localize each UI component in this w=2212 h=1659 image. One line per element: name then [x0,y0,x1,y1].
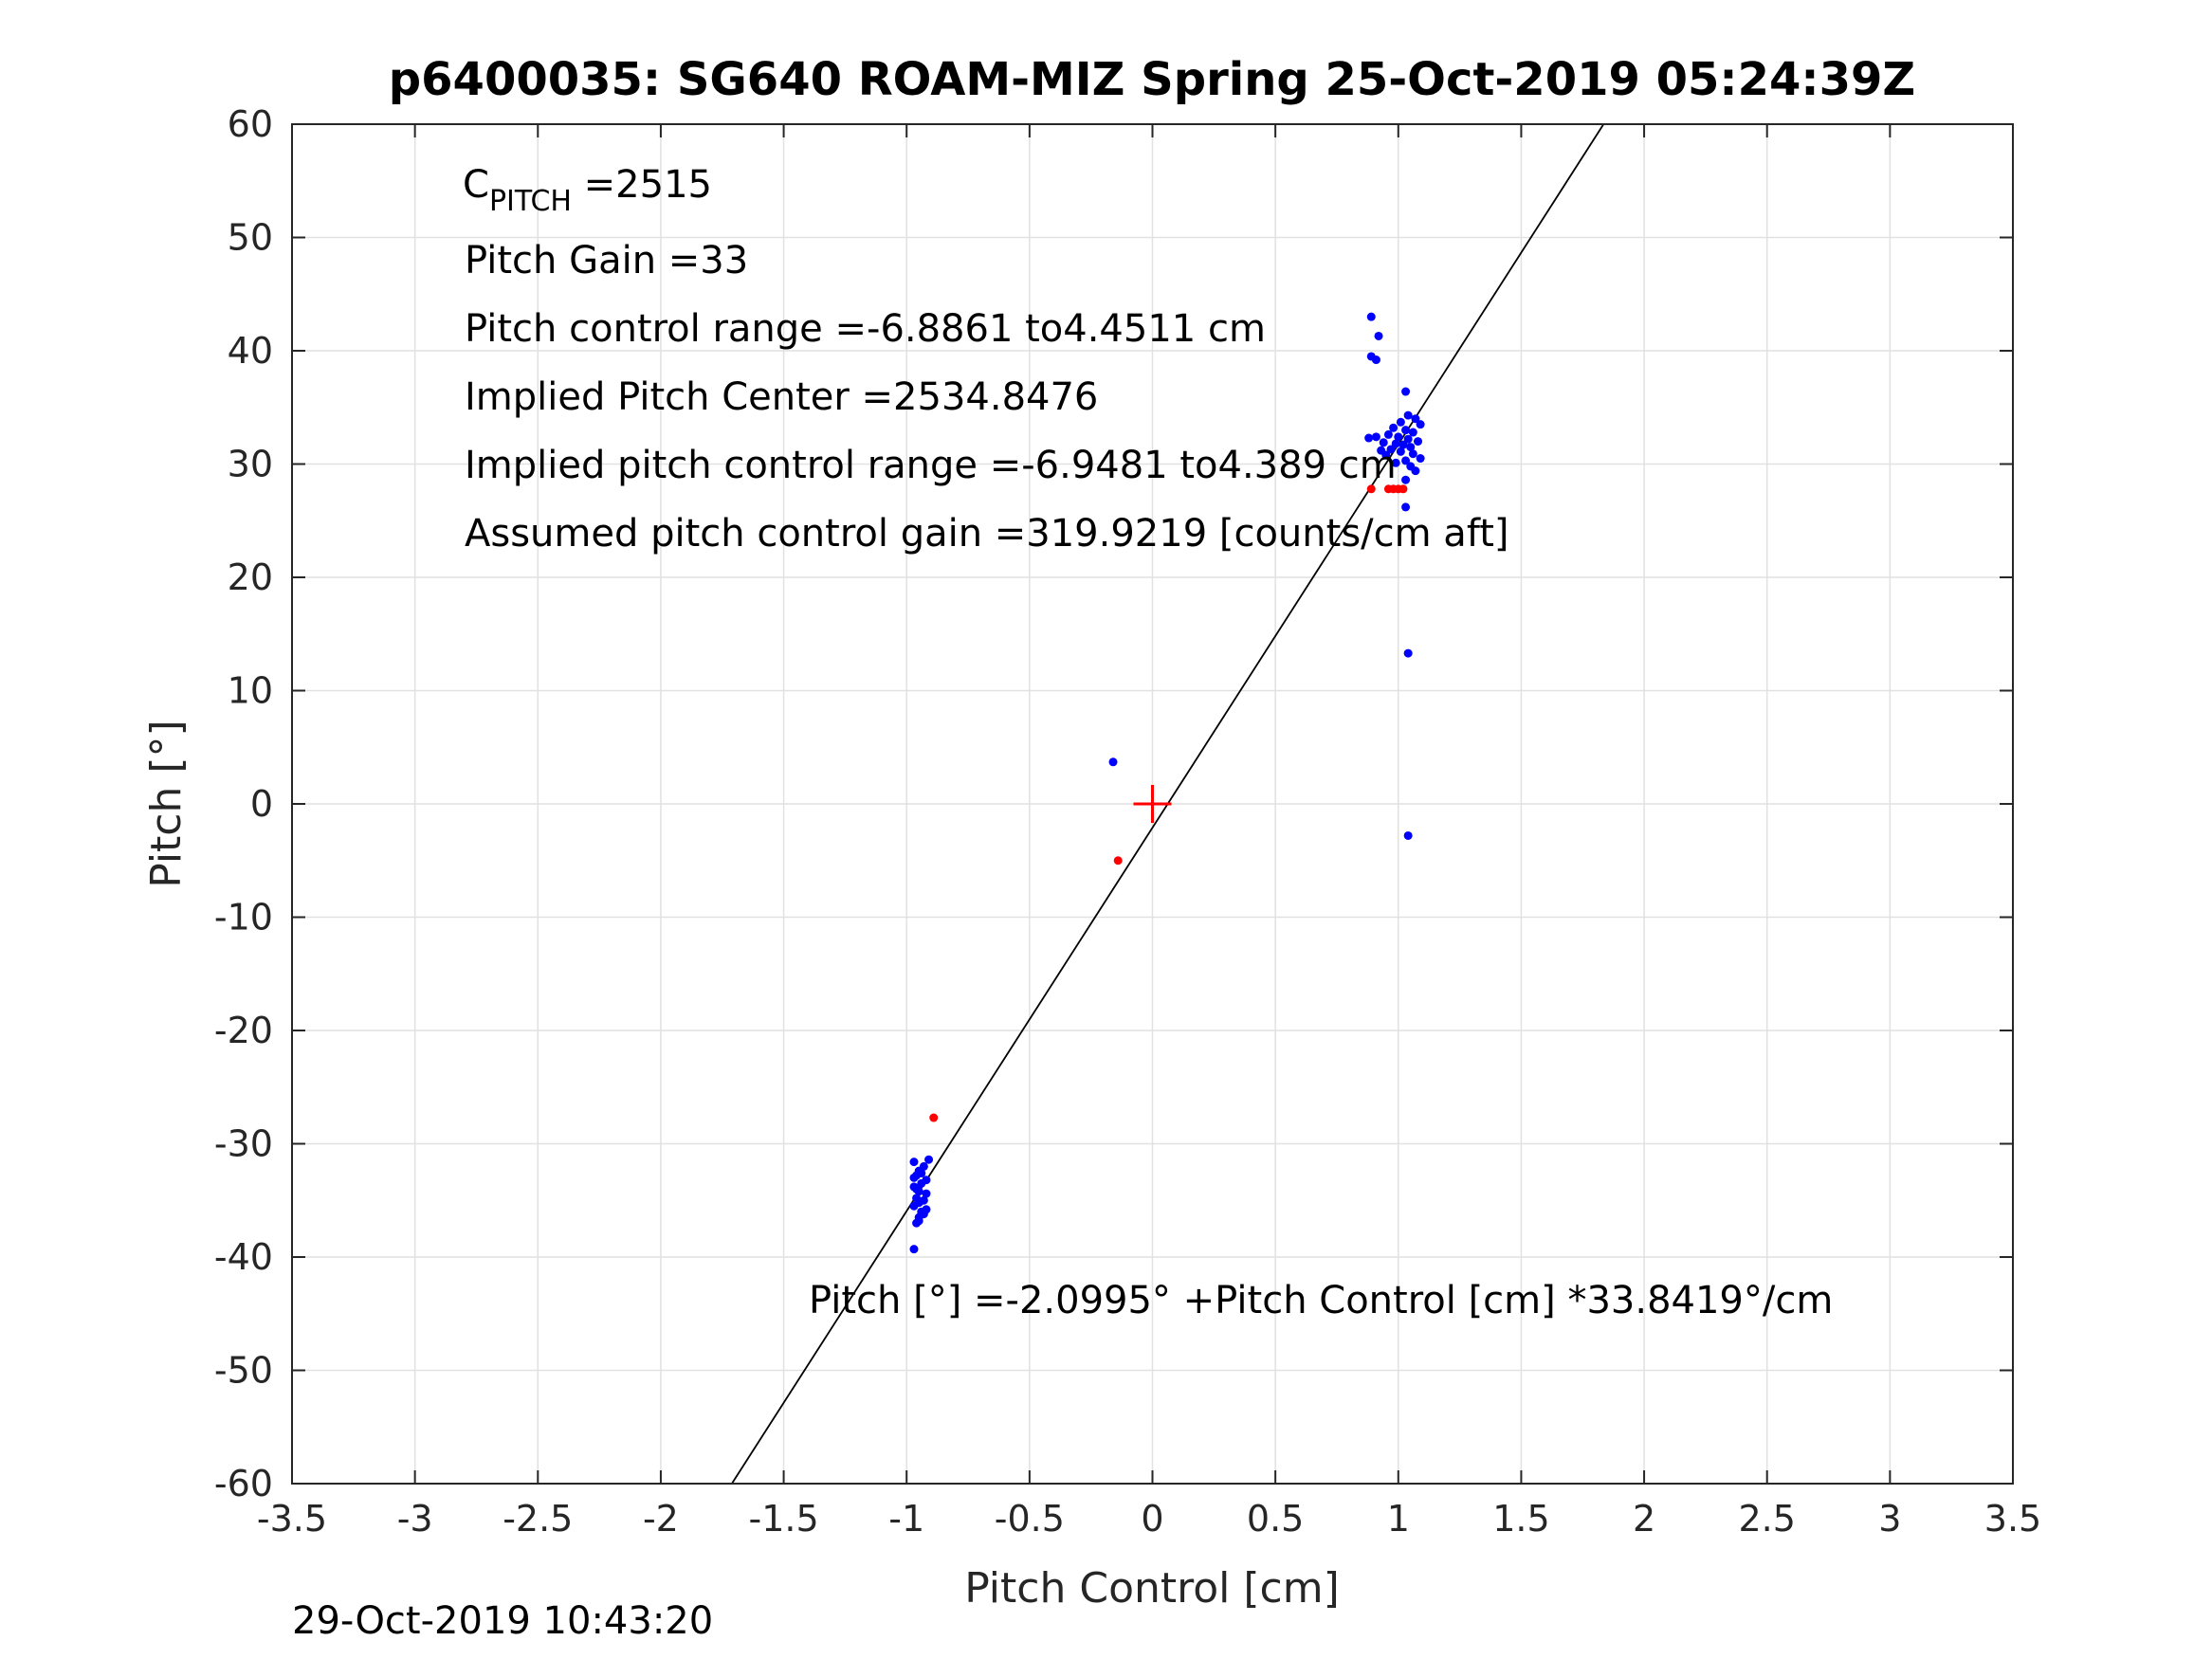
blue-data-point [1401,475,1411,484]
blue-data-point [1374,331,1383,340]
red-data-point [1366,484,1376,494]
pitch-control-range-annotation: Pitch control range =-6.8861 to4.4511 cm [465,307,1266,351]
y-tick-label: 50 [228,217,273,259]
blue-data-point [1416,420,1425,429]
blue-data-point [914,1198,923,1208]
c-pitch-value: =2515 [572,163,712,207]
pitch-gain-annotation: Pitch Gain =33 [465,239,748,283]
blue-data-point [1391,439,1400,448]
y-tick-label: -30 [214,1123,273,1165]
blue-data-point [1401,456,1411,465]
blue-data-point [922,1176,931,1185]
blue-data-point [1406,443,1416,452]
y-tick-label: 10 [228,670,273,712]
x-tick-label: 2.5 [1738,1498,1795,1540]
blue-data-point [922,1189,931,1198]
blue-data-point [1371,432,1380,442]
blue-data-point [1377,446,1386,455]
blue-data-point [1389,423,1398,432]
x-tick-label: 1 [1387,1498,1410,1540]
blue-data-point [917,1169,926,1178]
c-pitch-letter: C [463,163,489,207]
chart-title: p6400035: SG640 ROAM-MIZ Spring 25-Oct-2… [389,53,1915,106]
x-tick-label: 1.5 [1492,1498,1549,1540]
blue-data-point [1403,410,1413,420]
blue-data-point [914,1216,923,1226]
blue-data-point [909,1245,919,1254]
y-tick-label: -50 [214,1350,273,1392]
y-axis-label: Pitch [°] [142,720,191,887]
blue-data-point [1401,502,1411,512]
footer-timestamp: 29-Oct-2019 10:43:20 [292,1599,713,1643]
blue-data-point [924,1155,934,1164]
blue-data-point [1403,434,1413,444]
blue-data-point [919,1161,928,1171]
x-tick-label: -3 [397,1498,433,1540]
blue-data-point [1411,466,1420,476]
blue-data-point [1414,437,1423,447]
blue-data-point [1416,454,1425,464]
y-tick-label: 30 [228,444,273,485]
grid-lines [291,123,2014,1485]
y-tick-label: -10 [214,897,273,939]
blue-data-point [1364,433,1374,443]
x-tick-label: 0 [1141,1498,1163,1540]
annotations: CPITCH =2515 Pitch Gain =33 Pitch contro… [463,163,1833,1322]
y-tick-label: 0 [250,783,273,825]
red-data-point [1113,856,1123,866]
blue-data-point [1403,830,1413,840]
y-tick-label: -40 [214,1236,273,1278]
blue-data-point [909,1173,919,1182]
blue-data-point [1379,438,1388,447]
scatter-points-layer [909,312,1425,1254]
blue-data-point [909,1158,919,1167]
c-pitch-subscript: PITCH [489,185,572,218]
y-tick-label: -20 [214,1010,273,1051]
blue-data-point [1408,449,1417,459]
implied-pitch-center-annotation: Implied Pitch Center =2534.8476 [465,375,1098,419]
assumed-gain-annotation: Assumed pitch control gain =319.9219 [co… [465,512,1508,556]
x-tick-label: -3.5 [257,1498,327,1540]
blue-data-point [1371,356,1380,365]
y-tick-label: 20 [228,556,273,598]
c-pitch-annotation: CPITCH =2515 [463,163,712,218]
y-tick-label: 40 [228,330,273,372]
blue-data-point [1396,417,1405,427]
x-tick-label: -2.5 [503,1498,573,1540]
blue-data-point [1396,447,1405,456]
blue-data-point [1401,426,1411,435]
x-tick-label: -2 [643,1498,679,1540]
blue-data-point [1366,312,1376,321]
x-tick-label: 2 [1633,1498,1655,1540]
x-tick-label: 3 [1878,1498,1901,1540]
blue-data-point [1398,440,1408,449]
x-tick-label: -0.5 [995,1498,1065,1540]
blue-data-point [1408,428,1417,437]
x-tick-label: 0.5 [1247,1498,1304,1540]
blue-data-point [1403,648,1413,658]
y-tick-label: -60 [214,1463,273,1504]
blue-data-point [1108,757,1118,767]
x-axis-label: Pitch Control [cm] [964,1564,1340,1613]
red-data-point [929,1113,939,1122]
x-tick-label: 3.5 [1984,1498,2041,1540]
blue-data-point [1394,432,1403,442]
blue-data-point [912,1184,922,1194]
x-tick-label: -1 [888,1498,924,1540]
red-data-point [1398,484,1408,494]
y-tick-label: 60 [228,103,273,145]
blue-data-point [1411,414,1420,424]
blue-data-point [1391,458,1400,467]
blue-data-point [1401,387,1411,396]
axis-ticks: -3.5 -3 -2.5 -2 -1.5 -1 -0.5 0 0.5 1 1.5 2 2.5 3 3.5 -6… [214,103,2041,1540]
implied-pitch-control-range-annotation: Implied pitch control range =-6.9481 to4… [465,444,1397,487]
fit-equation-annotation: Pitch [°] =-2.0995° +Pitch Control [cm] … [809,1279,1833,1322]
blue-data-point [1386,445,1396,454]
blue-data-point [919,1210,928,1219]
blue-data-point [1383,429,1393,439]
x-tick-label: -1.5 [748,1498,818,1540]
center-marker-layer [1133,785,1172,823]
